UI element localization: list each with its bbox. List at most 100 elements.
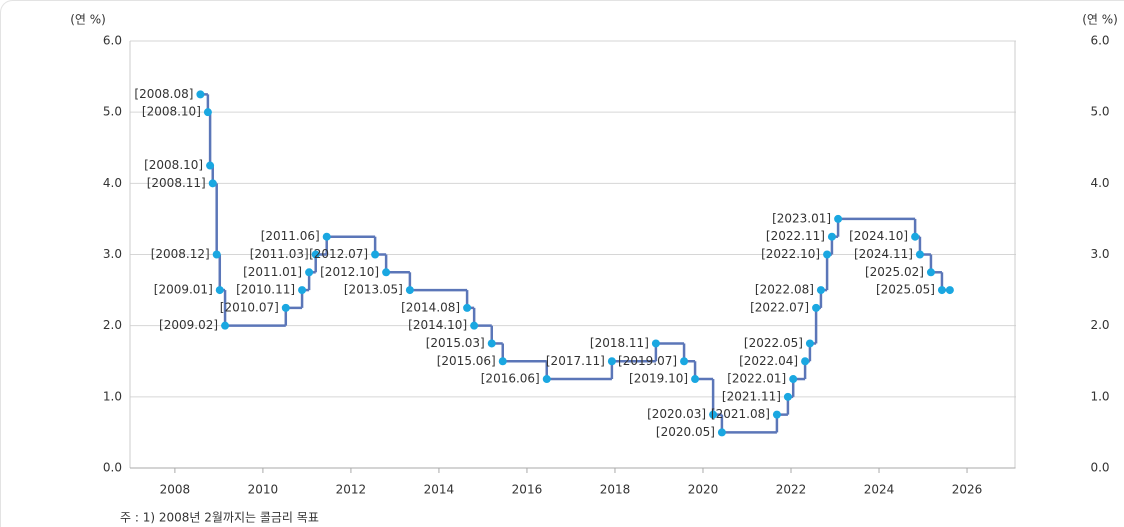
point [651, 339, 660, 348]
point-label: [2013.05] [344, 283, 403, 297]
y2-tick-label: 4.0 [1090, 176, 1109, 190]
x-tick-label: 2026 [952, 483, 983, 497]
y-tick-label: 6.0 [103, 34, 122, 48]
point-label: [2022.01] [727, 372, 786, 386]
x-tick-label: 2024 [864, 483, 895, 497]
x-tick-label: 2008 [160, 483, 191, 497]
point-label: [2022.11] [766, 229, 825, 243]
y2-tick-label: 5.0 [1090, 105, 1109, 119]
point-label: [2020.05] [656, 425, 715, 439]
point-label: [2019.10] [629, 372, 688, 386]
y2-tick-label: 6.0 [1090, 34, 1109, 48]
point [937, 286, 946, 295]
point [812, 303, 821, 312]
point [911, 232, 920, 241]
point [208, 179, 217, 188]
point-label: [2021.11] [722, 389, 781, 403]
y-tick-label: 4.0 [103, 176, 122, 190]
point [305, 268, 314, 277]
point [203, 108, 212, 117]
point-label: [2008.10] [142, 105, 201, 119]
point [801, 357, 810, 366]
point [298, 286, 307, 295]
point [926, 268, 935, 277]
point [382, 268, 391, 277]
x-tick-label: 2016 [512, 483, 543, 497]
point [805, 339, 814, 348]
point-label: [2014.08] [401, 300, 460, 314]
point-label: [2010.07] [220, 300, 279, 314]
point [371, 250, 380, 259]
y2-unit-label: (연 %) [1082, 13, 1118, 27]
point-label: [2009.02] [159, 318, 218, 332]
point-label: [2011.06] [261, 229, 320, 243]
point-label: [2012.10] [320, 265, 379, 279]
y-tick-label: 3.0 [103, 247, 122, 261]
point-label: [2015.06] [437, 354, 496, 368]
point [470, 321, 479, 330]
point-label: [2022.10] [761, 247, 820, 261]
y-unit-label: (연 %) [70, 13, 106, 27]
point-label: [2008.08] [134, 87, 193, 101]
y2-tick-label: 1.0 [1090, 389, 1109, 403]
point [827, 232, 836, 241]
point-label: [2011.03] [250, 247, 309, 261]
point [789, 375, 798, 384]
point-label: [2016.06] [481, 372, 540, 386]
point [783, 392, 792, 401]
x-tick-label: 2020 [688, 483, 719, 497]
point [680, 357, 689, 366]
point [691, 375, 700, 384]
x-tick-label: 2018 [600, 483, 631, 497]
point [212, 250, 221, 259]
x-tick-label: 2010 [248, 483, 279, 497]
point [498, 357, 507, 366]
point [834, 214, 843, 223]
point-label: [2008.11] [147, 176, 206, 190]
point [311, 250, 320, 259]
y2-tick-label: 3.0 [1090, 247, 1109, 261]
point-label: [2017.11] [546, 354, 605, 368]
point-label: [2025.05] [876, 283, 935, 297]
point-label: [2024.10] [849, 229, 908, 243]
point [709, 410, 718, 419]
point [196, 90, 205, 99]
point [463, 303, 472, 312]
y-tick-label: 5.0 [103, 105, 122, 119]
point [405, 286, 414, 295]
point [772, 410, 781, 419]
x-tick-label: 2012 [336, 483, 367, 497]
point-label: [2018.11] [590, 336, 649, 350]
y2-tick-label: 2.0 [1090, 318, 1109, 332]
point [717, 428, 726, 437]
point-label: [2009.01] [154, 283, 213, 297]
point [281, 303, 290, 312]
point [487, 339, 496, 348]
y-tick-label: 0.0 [103, 461, 122, 475]
point-label: [2015.03] [426, 336, 485, 350]
point [816, 286, 825, 295]
point-label: [2022.08] [755, 283, 814, 297]
point-label: [2020.03] [647, 407, 706, 421]
point [607, 357, 616, 366]
footnote: 주 : 1) 2008년 2월까지는 콜금리 목표 [120, 511, 319, 525]
point-label: [2010.11] [236, 283, 295, 297]
x-tick-label: 2022 [776, 483, 807, 497]
x-tick-label: 2014 [424, 483, 455, 497]
point-label: [2019.07] [618, 354, 677, 368]
point [823, 250, 832, 259]
point-label: [2024.11] [854, 247, 913, 261]
point [945, 286, 954, 295]
y-tick-label: 2.0 [103, 318, 122, 332]
point [322, 232, 331, 241]
point-label: [2022.05] [744, 336, 803, 350]
point-label: [2022.04] [739, 354, 798, 368]
point-label: [2011.01] [243, 265, 302, 279]
point-label: [2012.07] [309, 247, 368, 261]
point [542, 375, 551, 384]
point [221, 321, 230, 330]
y2-tick-label: 0.0 [1090, 461, 1109, 475]
point-label: [2025.02] [865, 265, 924, 279]
